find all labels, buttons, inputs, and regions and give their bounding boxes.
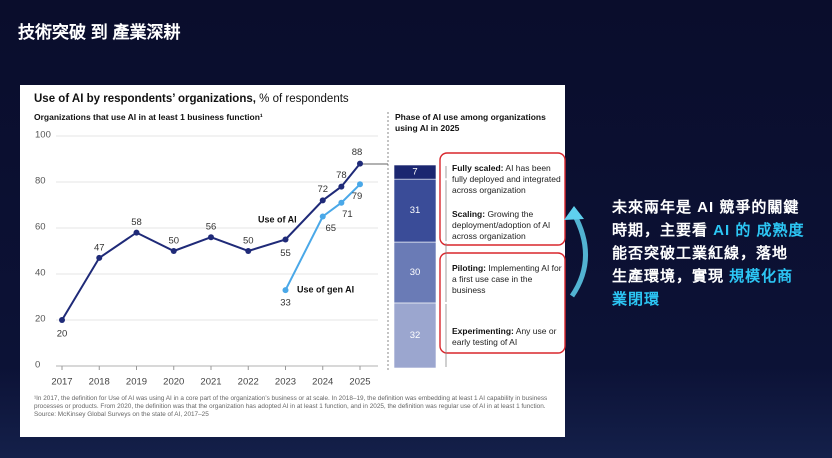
highlight-text: 規模化商 [729,268,794,285]
series-line [61,162,361,321]
point [338,199,345,206]
subtitle: Organizations that use AI in at least 1 … [34,112,263,122]
panel [20,85,565,437]
data-label: 58 [131,217,142,228]
data-label: 47 [94,242,105,253]
x-tick-label: 2024 [312,377,333,388]
title: Use of AI by respondents’ organizations, [34,93,256,105]
point [319,213,326,220]
y-tick-label: 20 [35,314,46,325]
y-tick-label: 0 [35,360,40,371]
chart-title: Use of AI by respondents’ organizations,… [34,93,349,105]
point [357,160,363,167]
series-line [284,183,361,291]
data-label: 78 [336,170,347,181]
data-label: 33 [280,298,291,309]
x-tick-label: 2020 [163,377,184,388]
data-label: 50 [168,236,179,247]
segment-label: 7 [412,167,417,178]
segment-name: Piloting: [452,263,486,273]
segment-text: AI has been fully deployed and integrate… [452,163,561,195]
segment-text: Growing the deployment/adoption of AI ac… [452,209,551,241]
segment-text: Implementing AI for a first use case in … [452,263,562,295]
segment-description: Scaling: Growing the deployment/adoption… [452,209,562,242]
data-label: 72 [317,184,328,195]
series-label: Use of gen AI [297,284,354,294]
footnote: ¹In 2017, the definition for Use of AI w… [34,395,552,419]
x-tick-label: 2025 [349,377,370,388]
bar-title: Phase of AI use among organizations usin… [395,112,546,133]
source: Source: McKinsey Global Surveys on the s… [34,411,209,418]
data-label: 79 [352,191,363,202]
segment-name: Scaling: [452,209,486,219]
segment-name: Experimenting: [452,326,514,336]
x-tick-label: 2018 [89,377,110,388]
point [338,183,345,190]
point [319,197,326,204]
point [357,181,363,188]
segment-label: 31 [410,205,421,216]
data-label: 88 [352,147,363,158]
y-tick-label: 80 [35,176,46,187]
x-tick-label: 2019 [126,377,147,388]
data-label: 56 [206,222,217,233]
y-tick-label: 40 [35,268,46,279]
y-tick-label: 60 [35,222,46,233]
highlight-text: AI 的 成熟度 [713,222,805,239]
callout-text: 未來兩年是 AI 競爭的關鍵 [612,199,800,216]
callout-line: 生產環境，實現 規模化商 [612,265,805,288]
callout-text: 生產環境，實現 [612,268,730,285]
point [59,317,65,323]
y-tick-label: 100 [35,130,51,141]
highlight-box [439,152,566,246]
callout-text: 時期，主要看 [612,222,714,239]
segment-label: 30 [410,267,421,278]
point [282,287,289,294]
callout-line: 業閉環 [612,288,805,311]
segment-text: Any use or early testing of AI [452,326,557,347]
slide-title: 技術突破 到 產業深耕 [18,23,181,42]
point [170,248,177,254]
x-tick-label: 2017 [51,377,72,388]
segment-description: Fully scaled: AI has been fully deployed… [452,163,562,196]
point [96,254,103,261]
footnote-text: ¹In 2017, the definition for Use of AI w… [34,395,548,410]
callout-line: 未來兩年是 AI 競爭的關鍵 [612,196,805,219]
point [208,234,214,241]
segment-description: Experimenting: Any use or early testing … [452,326,562,348]
arrow-head [564,206,584,220]
data-label: 20 [57,329,68,340]
segment-label: 32 [410,330,421,341]
point [245,248,252,254]
highlight-text: 業閉環 [612,291,661,308]
bar-segment [393,302,437,369]
data-label: 50 [243,236,254,247]
callout-text: 能否突破工業紅線，落地 [612,245,789,262]
segment-name: Fully scaled: [452,163,504,173]
data-label: 55 [280,248,291,259]
point [133,229,140,236]
segment-description: Piloting: Implementing AI for a first us… [452,263,562,296]
point [282,236,289,243]
highlight-box [439,252,566,354]
data-label: 71 [342,209,353,220]
callout-line: 能否突破工業紅線，落地 [612,242,805,265]
bar-segment [393,241,437,304]
x-tick-label: 2022 [238,377,259,388]
arrow [569,212,588,298]
x-tick-label: 2021 [200,377,221,388]
data-label: 65 [325,223,336,234]
callout-line: 時期，主要看 AI 的 成熟度 [612,219,805,242]
title-unit: % of respondents [259,93,349,105]
callout: 未來兩年是 AI 競爭的關鍵 時期，主要看 AI 的 成熟度 能否突破工業紅線，落地… [612,196,805,311]
series-label: Use of AI [258,214,297,224]
x-tick-label: 2023 [275,377,296,388]
